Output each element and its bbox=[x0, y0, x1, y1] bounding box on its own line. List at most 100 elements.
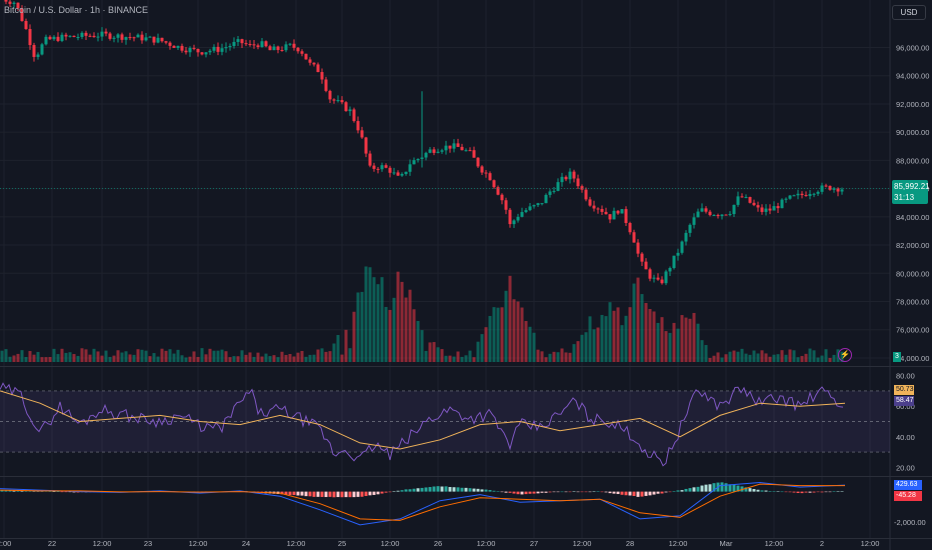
volume-bar bbox=[468, 350, 472, 362]
candle-body bbox=[524, 210, 528, 213]
volume-bar bbox=[148, 356, 152, 362]
macd-histogram-bar bbox=[512, 491, 516, 494]
rsi-ma-line bbox=[0, 390, 846, 450]
volume-bar bbox=[116, 350, 120, 362]
candle-body bbox=[512, 220, 516, 225]
time-axis-tick: 28 bbox=[626, 539, 634, 548]
lightning-icon[interactable]: ⚡ bbox=[838, 348, 852, 362]
price-axis-tick: 96,000.00 bbox=[896, 44, 929, 53]
volume-bar bbox=[432, 342, 436, 362]
volume-bar bbox=[232, 356, 236, 362]
candle-body bbox=[436, 151, 440, 153]
time-axis-tick: Mar bbox=[720, 539, 733, 548]
candle-body bbox=[756, 205, 760, 208]
volume-bar bbox=[12, 355, 16, 362]
candle-body bbox=[16, 2, 20, 9]
macd-histogram-bar bbox=[452, 487, 456, 492]
candle-body bbox=[516, 216, 520, 221]
volume-bar bbox=[388, 309, 392, 362]
volume-bar bbox=[416, 320, 420, 362]
candle-body bbox=[732, 204, 736, 215]
macd-histogram-bar bbox=[364, 491, 368, 497]
currency-button[interactable]: USD bbox=[892, 5, 926, 20]
candle-body bbox=[836, 188, 840, 192]
macd-histogram-bar bbox=[780, 491, 784, 493]
macd-histogram-bar bbox=[284, 491, 288, 495]
candle-body bbox=[220, 48, 224, 52]
volume-bar bbox=[84, 349, 88, 362]
time-axis-tick: 24 bbox=[242, 539, 250, 548]
volume-bar bbox=[120, 352, 124, 362]
volume-bar bbox=[604, 316, 608, 362]
volume-bar bbox=[740, 348, 744, 362]
macd-histogram-bar bbox=[476, 488, 480, 492]
volume-bar bbox=[628, 307, 632, 362]
volume-bar bbox=[536, 349, 540, 362]
volume-bar bbox=[764, 353, 768, 362]
volume-bar bbox=[472, 357, 476, 362]
macd-histogram-bar bbox=[460, 487, 464, 492]
macd-histogram-bar bbox=[392, 491, 396, 492]
macd-histogram-bar bbox=[840, 491, 844, 492]
time-axis-tick: 12:00 bbox=[93, 539, 112, 548]
macd-histogram-bar bbox=[820, 491, 824, 493]
time-axis[interactable]: 2:00 22 12:00 23 12:00 24 12:00 25 12:00 26 12:00 2… bbox=[0, 539, 879, 548]
volume-bar bbox=[320, 348, 324, 362]
volume-bar bbox=[492, 307, 496, 362]
candle-body bbox=[440, 150, 444, 152]
volume-bar bbox=[496, 307, 500, 362]
price-axis-tick: 92,000.00 bbox=[896, 100, 929, 109]
candle-body bbox=[48, 36, 52, 40]
macd-histogram-bar bbox=[312, 491, 316, 497]
volume-bar bbox=[828, 357, 832, 362]
candle-body bbox=[668, 267, 672, 272]
macd-histogram-bar bbox=[604, 491, 608, 493]
candle-body bbox=[664, 271, 668, 284]
candle-body bbox=[620, 209, 624, 214]
volume-bar bbox=[576, 341, 580, 362]
candle-body bbox=[76, 36, 80, 38]
macd-histogram-bar bbox=[556, 491, 560, 493]
macd-histogram-bar bbox=[692, 487, 696, 492]
volume-bar bbox=[312, 354, 316, 362]
volume-bar bbox=[300, 350, 304, 362]
candle-body bbox=[240, 39, 244, 44]
volume-bar bbox=[64, 352, 68, 362]
macd-histogram-bar bbox=[796, 491, 800, 494]
candle-body bbox=[176, 45, 180, 48]
candle-body bbox=[696, 211, 700, 218]
macd-histogram-bar bbox=[436, 486, 440, 492]
macd-histogram-bar bbox=[728, 484, 732, 492]
candle-body bbox=[788, 195, 792, 199]
candle-body bbox=[628, 222, 632, 233]
candle-body bbox=[320, 72, 324, 80]
volume-bar bbox=[412, 309, 416, 362]
rsi-axis-tick: 20.00 bbox=[896, 463, 915, 472]
candle-body bbox=[68, 35, 72, 37]
macd-histogram-bar bbox=[468, 488, 472, 492]
rsi-pane bbox=[0, 382, 890, 467]
volume-bar bbox=[76, 355, 80, 362]
macd-histogram-bar bbox=[344, 491, 348, 498]
volume-bar bbox=[164, 350, 168, 362]
volume-bar bbox=[544, 357, 548, 362]
candle-body bbox=[728, 214, 732, 216]
candle-body bbox=[116, 34, 120, 38]
candle-body bbox=[352, 109, 356, 122]
volume-bar bbox=[720, 357, 724, 362]
volume-bar bbox=[92, 348, 96, 362]
candle-body bbox=[264, 41, 268, 47]
macd-histogram-bar bbox=[648, 491, 652, 496]
volume-bar bbox=[236, 356, 240, 362]
macd-histogram-bar bbox=[76, 491, 80, 493]
candle-body bbox=[768, 208, 772, 211]
macd-histogram-bar bbox=[688, 488, 692, 492]
price-axis-tick: 78,000.00 bbox=[896, 298, 929, 307]
candle-body bbox=[212, 46, 216, 51]
candle-body bbox=[124, 37, 128, 40]
candle-body bbox=[208, 50, 212, 53]
volume-bar bbox=[596, 327, 600, 362]
volume-bar bbox=[600, 314, 604, 362]
price-axis-tick: 80,000.00 bbox=[896, 269, 929, 278]
